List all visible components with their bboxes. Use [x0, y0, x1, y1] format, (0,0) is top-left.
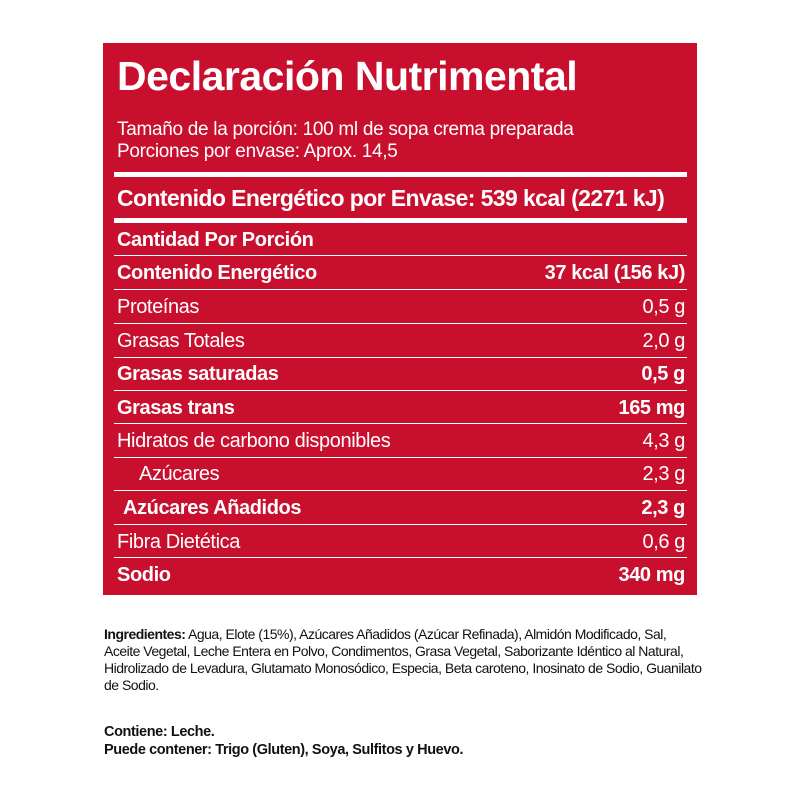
nutrient-row: Fibra Dietética 0,6 g: [117, 526, 685, 558]
nutrient-row: Grasas trans 165 mg: [117, 392, 685, 424]
nutrient-value: 4,3 g: [642, 429, 686, 452]
ingredients-text: Agua, Elote (15%), Azúcares Añadidos (Az…: [104, 626, 702, 693]
row-divider: [114, 490, 687, 491]
nutrient-value: 2,3 g: [642, 462, 686, 485]
nutrient-row: Contenido Energético 37 kcal (156 kJ): [117, 257, 685, 289]
nutrient-row: Azúcares Añadidos 2,3 g: [117, 492, 685, 524]
amount-per-serving-label: Cantidad Por Porción: [117, 228, 314, 251]
nutrient-label: Grasas trans: [117, 396, 235, 419]
may-contain-allergens: Puede contener: Trigo (Gluten), Soya, Su…: [104, 742, 464, 758]
row-divider: [114, 457, 687, 458]
nutrient-row: Grasas Totales 2,0 g: [117, 325, 685, 357]
nutrient-label: Grasas saturadas: [117, 362, 279, 385]
allergen-block: Contiene: Leche. Puede contener: Trigo (…: [104, 723, 463, 759]
nutrient-value: 2,0 g: [642, 329, 686, 352]
nutrient-row: Hidratos de carbono disponibles 4,3 g: [117, 425, 685, 457]
energy-per-container: Contenido Energético por Envase: 539 kca…: [117, 185, 665, 211]
amount-per-serving-header: Cantidad Por Porción: [117, 224, 685, 256]
nutrient-label: Contenido Energético: [117, 261, 317, 284]
nutrient-label: Sodio: [117, 563, 171, 586]
nutrient-value: 0,5 g: [642, 295, 686, 318]
row-divider: [114, 289, 687, 290]
nutrient-label: Proteínas: [117, 295, 200, 318]
nutrient-value: 340 mg: [618, 563, 685, 586]
ingredients-label: Ingredientes:: [104, 626, 186, 642]
nutrient-row: Proteínas 0,5 g: [117, 291, 685, 323]
nutrient-label: Hidratos de carbono disponibles: [117, 429, 391, 452]
nutrient-label: Azúcares Añadidos: [123, 496, 302, 519]
nutrient-label: Fibra Dietética: [117, 530, 240, 553]
nutrient-label: Azúcares: [139, 462, 220, 485]
row-divider: [114, 524, 687, 525]
serving-size: Tamaño de la porción: 100 ml de sopa cre…: [117, 119, 574, 140]
divider: [114, 172, 687, 177]
row-divider: [114, 390, 687, 391]
nutrient-row: Azúcares 2,3 g: [117, 458, 685, 490]
row-divider: [114, 323, 687, 324]
nutrient-value: 165 mg: [618, 396, 685, 419]
nutrient-value: 0,6 g: [642, 530, 686, 553]
nutrient-row: Sodio 340 mg: [117, 559, 685, 591]
nutrient-label: Grasas Totales: [117, 329, 245, 352]
nutrient-value: 0,5 g: [641, 362, 685, 385]
row-divider: [114, 255, 687, 256]
ingredients-paragraph: Ingredientes: Agua, Elote (15%), Azúcare…: [104, 626, 704, 694]
row-divider: [114, 357, 687, 358]
nutrient-row: Grasas saturadas 0,5 g: [117, 358, 685, 390]
nutrition-facts-panel: Declaración Nutrimental Tamaño de la por…: [103, 43, 697, 595]
row-divider: [114, 557, 687, 558]
row-divider: [114, 423, 687, 424]
servings-per-container: Porciones por envase: Aprox. 14,5: [117, 141, 398, 162]
contains-allergens: Contiene: Leche.: [104, 724, 215, 740]
nutrient-value: 37 kcal (156 kJ): [544, 261, 686, 284]
nutrient-value: 2,3 g: [641, 496, 685, 519]
panel-title: Declaración Nutrimental: [117, 53, 578, 99]
divider: [114, 218, 687, 223]
